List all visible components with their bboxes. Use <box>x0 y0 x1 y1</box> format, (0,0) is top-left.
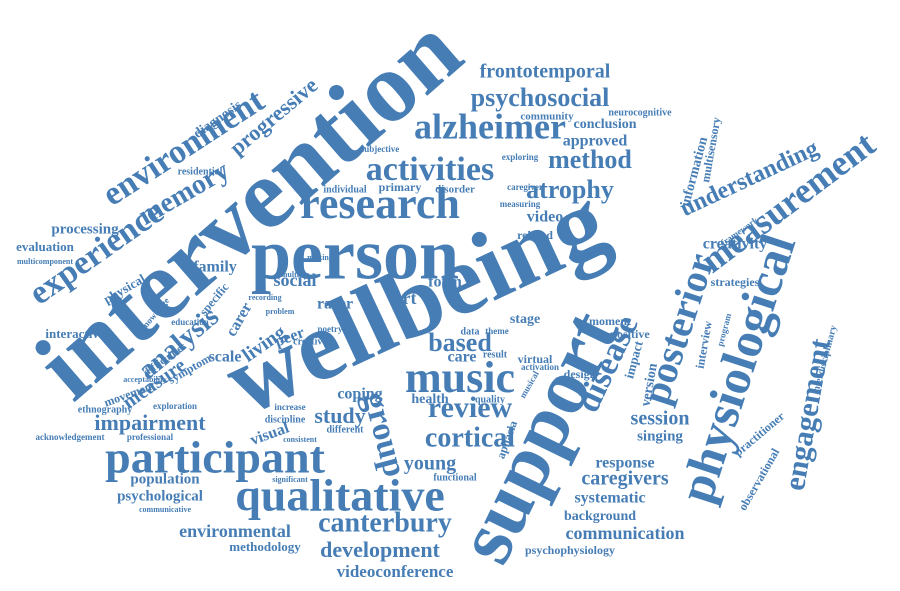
word: canterbury <box>318 507 452 538</box>
word: functional <box>433 472 477 483</box>
word: caregivers <box>581 468 669 490</box>
word: communicative <box>139 505 191 514</box>
word: care <box>447 349 476 366</box>
word: qualitative <box>235 470 445 521</box>
word: individual <box>323 184 367 195</box>
word: problem <box>266 307 295 316</box>
word: acknowledgement <box>36 432 105 442</box>
word: systematic <box>574 490 645 507</box>
word: related <box>517 228 553 242</box>
word: exploring <box>502 152 539 162</box>
word: cortical <box>425 422 515 453</box>
word: development <box>320 537 440 562</box>
word: activities <box>366 151 494 188</box>
word: response <box>595 455 654 472</box>
word: creativity <box>703 236 768 253</box>
word: social <box>274 270 317 290</box>
word: ethnography <box>78 404 132 415</box>
word: discipline <box>265 414 306 425</box>
word: strategies <box>711 275 760 289</box>
word: education <box>171 317 209 327</box>
word: rarer <box>317 296 353 313</box>
word: virtual <box>518 352 553 366</box>
word: primary <box>379 180 422 194</box>
word: conclusion <box>573 117 636 132</box>
word: scale <box>209 349 242 366</box>
word: evaluation <box>16 239 75 254</box>
word: psychological <box>117 488 203 504</box>
word: processing <box>51 221 119 237</box>
word: theme <box>485 326 509 336</box>
word: poetry <box>318 324 343 334</box>
word: professional <box>127 432 174 442</box>
word: session <box>631 408 690 430</box>
word: subjective <box>361 144 400 154</box>
word: data <box>461 326 480 337</box>
word: population <box>130 471 200 487</box>
word: methodology <box>229 539 301 554</box>
word: recording <box>248 293 281 302</box>
word: creative <box>293 336 327 347</box>
word: environmental <box>179 521 291 541</box>
word: videoconference <box>337 562 454 581</box>
word: psychosocial <box>471 83 610 112</box>
word: consistent <box>283 435 317 444</box>
word: exploration <box>153 401 197 411</box>
word: version <box>639 362 661 408</box>
word: background <box>564 509 636 524</box>
word: atrophy <box>526 175 614 204</box>
word: psychophysiology <box>525 543 615 557</box>
word: singing <box>637 428 683 444</box>
word: research <box>300 179 460 228</box>
word: method <box>548 145 632 174</box>
word: music <box>405 353 515 402</box>
word: family <box>193 259 237 276</box>
word: person <box>251 215 459 295</box>
word: community <box>520 111 574 123</box>
word: health <box>411 392 449 407</box>
word: stage <box>510 312 540 327</box>
word: alzheimer <box>414 106 566 146</box>
word: video <box>527 209 563 226</box>
word: young <box>404 453 456 475</box>
word: increase <box>274 402 305 412</box>
word: disorder <box>435 184 475 196</box>
word: interactive <box>45 326 104 341</box>
word: based <box>428 328 492 357</box>
word: multicomponent <box>17 257 73 266</box>
word: different <box>326 424 364 435</box>
word: significant <box>272 475 308 484</box>
word: making <box>307 253 333 262</box>
word: coping <box>337 386 382 403</box>
word: frontotemporal <box>480 61 611 83</box>
word: caregiver <box>507 182 543 192</box>
word: result <box>483 349 508 360</box>
word: review <box>428 391 513 424</box>
word: acceptability <box>123 375 167 384</box>
word: approved <box>563 133 628 150</box>
word: communication <box>566 523 685 543</box>
word: positive <box>610 327 650 341</box>
word: form <box>428 274 462 291</box>
word: art <box>394 288 417 308</box>
word: participant <box>105 432 325 483</box>
word: quality <box>475 394 505 405</box>
word: multiple <box>281 270 310 279</box>
word: activation <box>521 362 559 372</box>
word: design <box>564 367 597 381</box>
word: residential <box>178 166 223 177</box>
word: neurocognitive <box>608 107 672 118</box>
word: study <box>314 403 365 428</box>
word: measuring <box>500 199 541 209</box>
word: moment <box>589 314 631 328</box>
word: impairment <box>94 410 206 435</box>
